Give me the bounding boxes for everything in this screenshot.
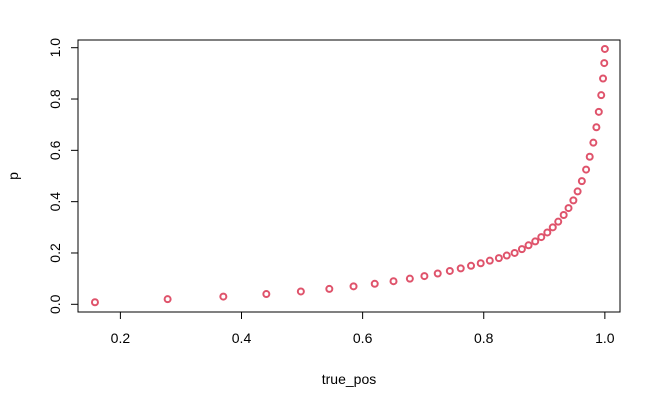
data-point bbox=[325, 284, 334, 293]
y-tick-label: 0.2 bbox=[47, 243, 63, 263]
data-point bbox=[600, 44, 609, 53]
data-point bbox=[370, 279, 379, 288]
data-point bbox=[543, 228, 552, 237]
data-point bbox=[433, 269, 442, 278]
y-tick-label: 1.0 bbox=[47, 38, 63, 58]
data-point bbox=[531, 237, 540, 246]
y-tick-label: 0.4 bbox=[47, 192, 63, 212]
x-tick-label: 0.6 bbox=[353, 330, 373, 346]
data-point bbox=[467, 261, 476, 270]
data-point bbox=[592, 123, 601, 132]
data-points bbox=[90, 44, 609, 307]
x-tick-label: 0.2 bbox=[111, 330, 131, 346]
data-point bbox=[537, 233, 546, 242]
data-point bbox=[594, 107, 603, 116]
data-point bbox=[597, 91, 606, 100]
x-tick-label: 1.0 bbox=[595, 330, 615, 346]
data-point bbox=[585, 152, 594, 161]
data-point bbox=[517, 245, 526, 254]
data-point bbox=[589, 138, 598, 147]
data-point bbox=[494, 254, 503, 263]
data-point bbox=[559, 211, 568, 220]
data-point bbox=[420, 272, 429, 281]
data-point bbox=[349, 282, 358, 291]
data-point bbox=[577, 177, 586, 186]
data-point bbox=[599, 74, 608, 83]
data-point bbox=[554, 217, 563, 226]
y-axis: 0.0 0.2 0.4 0.6 0.8 1.0 bbox=[47, 38, 79, 314]
data-point bbox=[510, 248, 519, 257]
data-point bbox=[600, 59, 609, 68]
y-tick-label: 0.8 bbox=[47, 89, 63, 109]
data-point bbox=[548, 223, 557, 232]
plot-frame bbox=[77, 39, 621, 313]
data-point bbox=[405, 274, 414, 283]
data-point bbox=[389, 277, 398, 286]
data-point bbox=[524, 241, 533, 250]
x-tick-label: 0.8 bbox=[474, 330, 494, 346]
data-point bbox=[262, 290, 271, 299]
data-point bbox=[564, 204, 573, 213]
data-point bbox=[90, 298, 99, 307]
data-point bbox=[219, 292, 228, 301]
data-point bbox=[485, 256, 494, 265]
data-point bbox=[582, 165, 591, 174]
data-point bbox=[296, 287, 305, 296]
x-tick-label: 0.4 bbox=[232, 330, 252, 346]
y-tick-label: 0.6 bbox=[47, 140, 63, 160]
x-axis-label: true_pos bbox=[322, 371, 376, 387]
data-point bbox=[456, 264, 465, 273]
data-point bbox=[569, 196, 578, 205]
data-point bbox=[476, 259, 485, 268]
x-axis: 0.2 0.4 0.6 0.8 1.0 bbox=[111, 311, 615, 346]
data-point bbox=[163, 295, 172, 304]
data-point bbox=[502, 251, 511, 260]
y-tick-label: 0.0 bbox=[47, 294, 63, 314]
data-point bbox=[445, 266, 454, 275]
y-axis-label: p bbox=[5, 172, 21, 180]
data-point bbox=[573, 187, 582, 196]
